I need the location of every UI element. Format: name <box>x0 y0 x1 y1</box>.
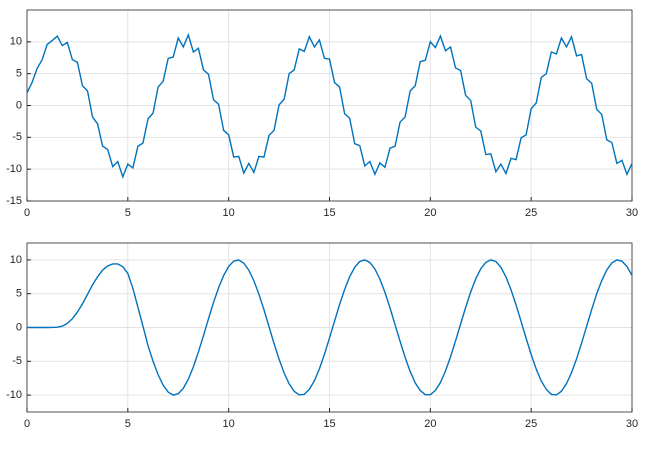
y-tick-label: 0 <box>16 99 22 111</box>
y-tick-label: -10 <box>6 163 22 175</box>
x-tick-label: 25 <box>525 207 537 219</box>
y-tick-label: 0 <box>16 321 22 333</box>
axes-box <box>26 9 633 202</box>
y-tick-label: 5 <box>16 288 22 300</box>
x-tick-label: 15 <box>323 418 335 430</box>
y-tick-label: -10 <box>6 389 22 401</box>
x-tick-label: 0 <box>24 207 30 219</box>
x-tick-label: 10 <box>223 207 235 219</box>
x-tick-label: 5 <box>125 207 131 219</box>
x-tick-label: 25 <box>525 418 537 430</box>
x-tick-label: 5 <box>125 418 131 430</box>
y-tick-label: -15 <box>6 195 22 207</box>
y-tick-label: -5 <box>12 131 22 143</box>
x-tick-label: 20 <box>424 418 436 430</box>
x-tick-label: 10 <box>223 418 235 430</box>
x-tick-label: 30 <box>626 207 638 219</box>
line-series <box>26 32 633 179</box>
y-tick-label: 10 <box>10 254 22 266</box>
x-tick-label: 30 <box>626 418 638 430</box>
x-tick-label: 0 <box>24 418 30 430</box>
y-tick-label: 5 <box>16 68 22 80</box>
line-series <box>27 259 633 396</box>
x-tick-label: 15 <box>323 207 335 219</box>
x-tick-label: 20 <box>424 207 436 219</box>
y-tick-label: 10 <box>10 36 22 48</box>
y-tick-label: -5 <box>12 355 22 367</box>
